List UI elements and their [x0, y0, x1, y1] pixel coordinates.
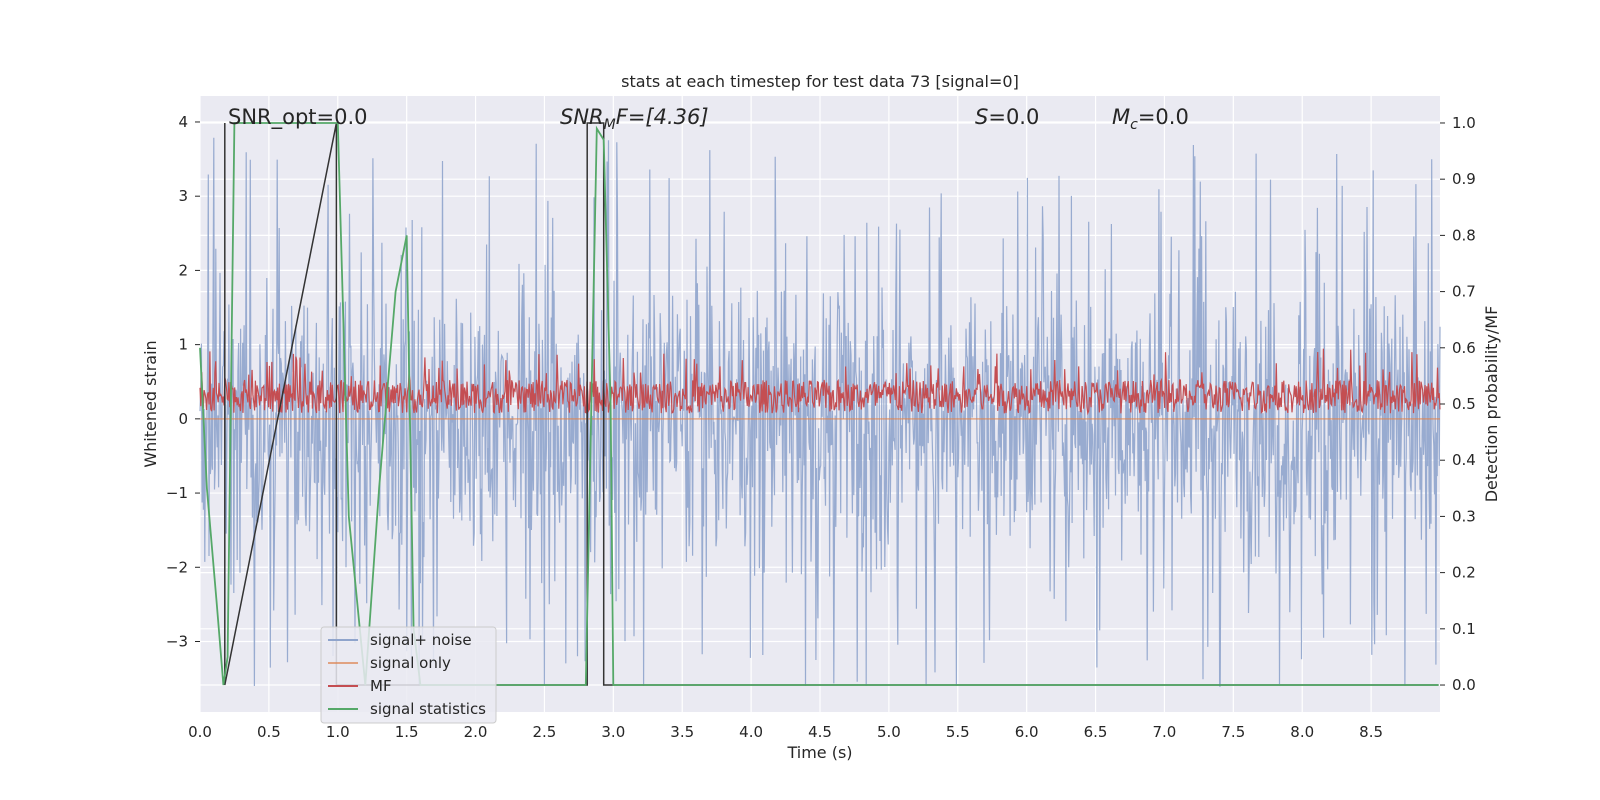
s-annotation: S=0.0 — [975, 105, 1039, 129]
y-tick-label: −1 — [166, 484, 188, 502]
y-tick-label: 0 — [178, 410, 188, 428]
y-tick-label: −3 — [166, 632, 188, 650]
snr-mf-main: SNR — [560, 105, 604, 129]
x-axis-label: Time (s) — [786, 743, 852, 762]
x-tick-label: 0.5 — [257, 723, 281, 741]
y2-tick-label: 0.3 — [1452, 507, 1476, 525]
x-tick-label: 3.0 — [601, 723, 625, 741]
snr-mf-sub: M — [604, 117, 616, 133]
annotations: SNR_opt=0.0 SNRMF=[4.36] S=0.0 Mc=0.0 — [228, 105, 1189, 133]
s-main: S — [975, 105, 988, 129]
x-tick-label: 4.0 — [739, 723, 763, 741]
y2-tick-label: 0.7 — [1452, 283, 1476, 301]
y2-tick-label: 0.8 — [1452, 226, 1476, 244]
y2-tick-label: 0.9 — [1452, 170, 1476, 188]
y2-tick-label: 0.1 — [1452, 620, 1476, 638]
x-tick-label: 7.5 — [1221, 723, 1245, 741]
snr-mf-annotation: SNRMF=[4.36] — [560, 105, 709, 133]
legend-label-signal-only: signal only — [370, 654, 451, 672]
x-tick-label: 2.5 — [533, 723, 557, 741]
y2-tick-label: 0.4 — [1452, 451, 1476, 469]
x-tick-label: 6.5 — [1084, 723, 1108, 741]
y2-tick-label: 0.5 — [1452, 395, 1476, 413]
x-tick-label: 6.0 — [1015, 723, 1039, 741]
y-tick-label: 1 — [178, 336, 188, 354]
y-tick-label: 4 — [178, 113, 188, 131]
mc-rest: =0.0 — [1138, 105, 1189, 129]
mc-annotation: Mc=0.0 — [1112, 105, 1189, 133]
series-mf-line — [199, 348, 1441, 416]
legend-label-mf: MF — [370, 677, 392, 695]
x-tick-label: 3.5 — [670, 723, 694, 741]
mc-main: M — [1112, 105, 1130, 129]
y2-tick-label: 0.6 — [1452, 339, 1476, 357]
y-axis-label: Whitened strain — [141, 340, 160, 467]
axes: 0.0 0.5 1.0 1.5 2.0 2.5 3.0 3.5 4.0 4.5 5.0 5.5 6.0 6… — [166, 113, 1476, 741]
x-tick-label: 1.5 — [395, 723, 419, 741]
s-rest: =0.0 — [988, 105, 1039, 129]
x-tick-label: 8.0 — [1290, 723, 1314, 741]
x-tick-label: 5.5 — [946, 723, 970, 741]
x-tick-label: 8.5 — [1359, 723, 1383, 741]
mc-sub: c — [1130, 117, 1138, 133]
y2-axis-label: Detection probability/MF — [1482, 306, 1501, 503]
legend: signal+ noise signal only MF signal stat… — [320, 626, 497, 724]
legend-label-signal-statistics: signal statistics — [370, 700, 486, 718]
x-tick-label: 7.0 — [1153, 723, 1177, 741]
chart-title: stats at each timestep for test data 73 … — [621, 72, 1019, 91]
legend-label-signal-noise: signal+ noise — [370, 631, 472, 649]
legend-box — [320, 626, 497, 724]
y-tick-label: −2 — [166, 558, 188, 576]
x-tick-label: 1.0 — [326, 723, 350, 741]
x-tick-label: 2.0 — [464, 723, 488, 741]
snr-mf-rest: F=[4.36] — [616, 105, 709, 129]
y-tick-label: 3 — [178, 187, 188, 205]
y-tick-label: 2 — [178, 261, 188, 279]
y2-tick-label: 1.0 — [1452, 114, 1476, 132]
y2-tick-label: 0.0 — [1452, 676, 1476, 694]
y2-tick-label: 0.2 — [1452, 564, 1476, 582]
snr-opt-annotation: SNR_opt=0.0 — [228, 105, 368, 130]
x-tick-label: 4.5 — [808, 723, 832, 741]
x-tick-label: 0.0 — [188, 723, 212, 741]
x-tick-label: 5.0 — [877, 723, 901, 741]
series-signal-statistics-line — [199, 122, 1439, 686]
